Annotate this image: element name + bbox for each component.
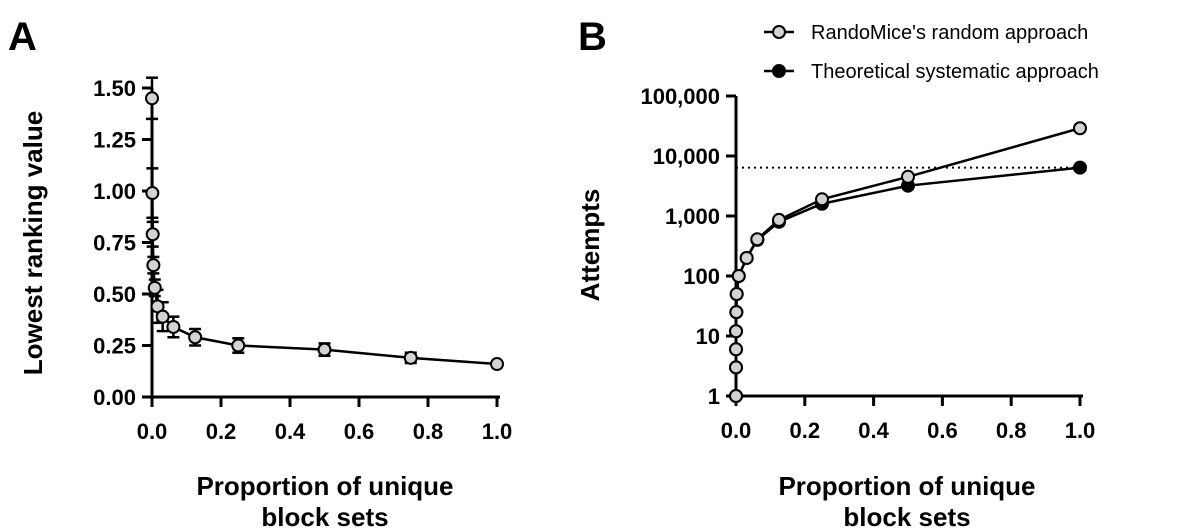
panel-b-random-point (731, 269, 746, 283)
panel-a-data-point (317, 342, 332, 357)
panel-a-letter: A (8, 15, 37, 59)
panel-b-random-point (729, 342, 743, 357)
panel-b-systematic-point (1073, 160, 1087, 175)
panel-b-random-point (729, 287, 744, 302)
panel-b-random-point (729, 360, 743, 375)
panel-b-y-tick-label: 10,000 (653, 144, 720, 169)
panel-b-x-tick-label: 0.6 (927, 418, 958, 443)
panel-a-data-point (166, 319, 181, 334)
panel-b-x-axis-label-line2: block sets (843, 502, 970, 529)
panel-b-random-point (901, 169, 915, 184)
legend-systematic-label: Theoretical systematic approach (811, 61, 1099, 83)
panel-a-data-point (403, 350, 418, 365)
panel-a-data-point (231, 338, 246, 353)
legend-random-label: RandoMice's random approach (811, 22, 1088, 44)
panel-a-y-tick-label: 1.50 (93, 76, 136, 101)
panel-a-data-point (490, 357, 504, 372)
panel-a-x-tick-label: 0.8 (413, 419, 444, 444)
panel-a-y-axis-label: Lowest ranking value (18, 111, 48, 375)
panel-a-data-point (147, 280, 162, 295)
panel-a-x-axis-label-line2: block sets (261, 502, 388, 529)
panel-a-y-tick-label: 0.00 (93, 385, 136, 410)
panel-a-data-point (145, 91, 159, 106)
legend-random-marker (772, 25, 786, 39)
panel-b-x-tick-label: 0.2 (790, 418, 821, 443)
panel-b-random-line (734, 127, 1081, 396)
panel-a-y-tick-label: 0.75 (93, 231, 136, 256)
panel-b-random-point (729, 305, 744, 320)
panel-a-y-tick-label: 1.25 (93, 128, 136, 153)
panel-a-y-tick-label: 0.50 (93, 282, 136, 307)
panel-a-y-tick-label: 1.00 (93, 179, 136, 204)
panel-a-data-point (188, 330, 203, 345)
panel-a-series-line (150, 98, 498, 366)
panel-b-plot: 1 10 100 1,000 10,000 100,000 0.0 0.2 0.4 0.6 0.8 1… (640, 84, 1095, 443)
panel-b-random-point (750, 232, 765, 247)
panel-b-y-axis-label: Attempts (575, 189, 605, 302)
panel-a-x-tick-label: 0.6 (344, 419, 375, 444)
panel-b-random-point (739, 250, 754, 265)
panel-b-y-tick-label: 1 (708, 384, 720, 409)
panel-b-x-tick-label: 0.0 (721, 418, 752, 443)
panel-b-random-point (729, 389, 743, 403)
panel-b-random-point (772, 212, 786, 227)
panel-b-x-axis-label-line1: Proportion of unique (778, 471, 1035, 501)
panel-b-letter: B (578, 15, 607, 59)
panel-b-systematic-line (734, 166, 1081, 396)
panel-a-plot: 0.00 0.25 0.50 0.75 1.00 1.25 1.50 0.0 0.2 0.4 0.6… (93, 76, 512, 444)
panel-b-x-tick-label: 0.4 (858, 418, 889, 443)
panel-b-random-point (815, 192, 829, 207)
panel-a-x-tick-label: 1.0 (482, 419, 513, 444)
panel-a-data-point (145, 186, 160, 201)
panel-a-data-point (155, 309, 170, 324)
panel-b-x-tick-label: 1.0 (1065, 418, 1096, 443)
panel-a-data-point (146, 258, 161, 273)
panel-b-y-tick-label: 100,000 (640, 84, 720, 109)
panel-b-y-tick-label: 1,000 (665, 204, 720, 229)
panel-a-x-tick-label: 0.0 (137, 419, 168, 444)
panel-a-x-axis-label-line1: Proportion of unique (196, 471, 453, 501)
panel-b-random-point (729, 324, 743, 339)
panel-b-random-point (1073, 121, 1087, 136)
panel-a-y-tick-label: 0.25 (93, 334, 136, 359)
panel-b-legend: RandoMice's random approach Theoretical … (764, 22, 1099, 83)
panel-b-y-tick-label: 100 (683, 264, 720, 289)
panel-a-data-point (145, 227, 160, 242)
legend-systematic-marker (772, 64, 786, 78)
panel-b-x-tick-label: 0.8 (996, 418, 1027, 443)
panel-a-x-tick-label: 0.4 (275, 419, 306, 444)
panel-b-y-tick-label: 10 (696, 324, 720, 349)
panel-a-x-tick-label: 0.2 (206, 419, 237, 444)
